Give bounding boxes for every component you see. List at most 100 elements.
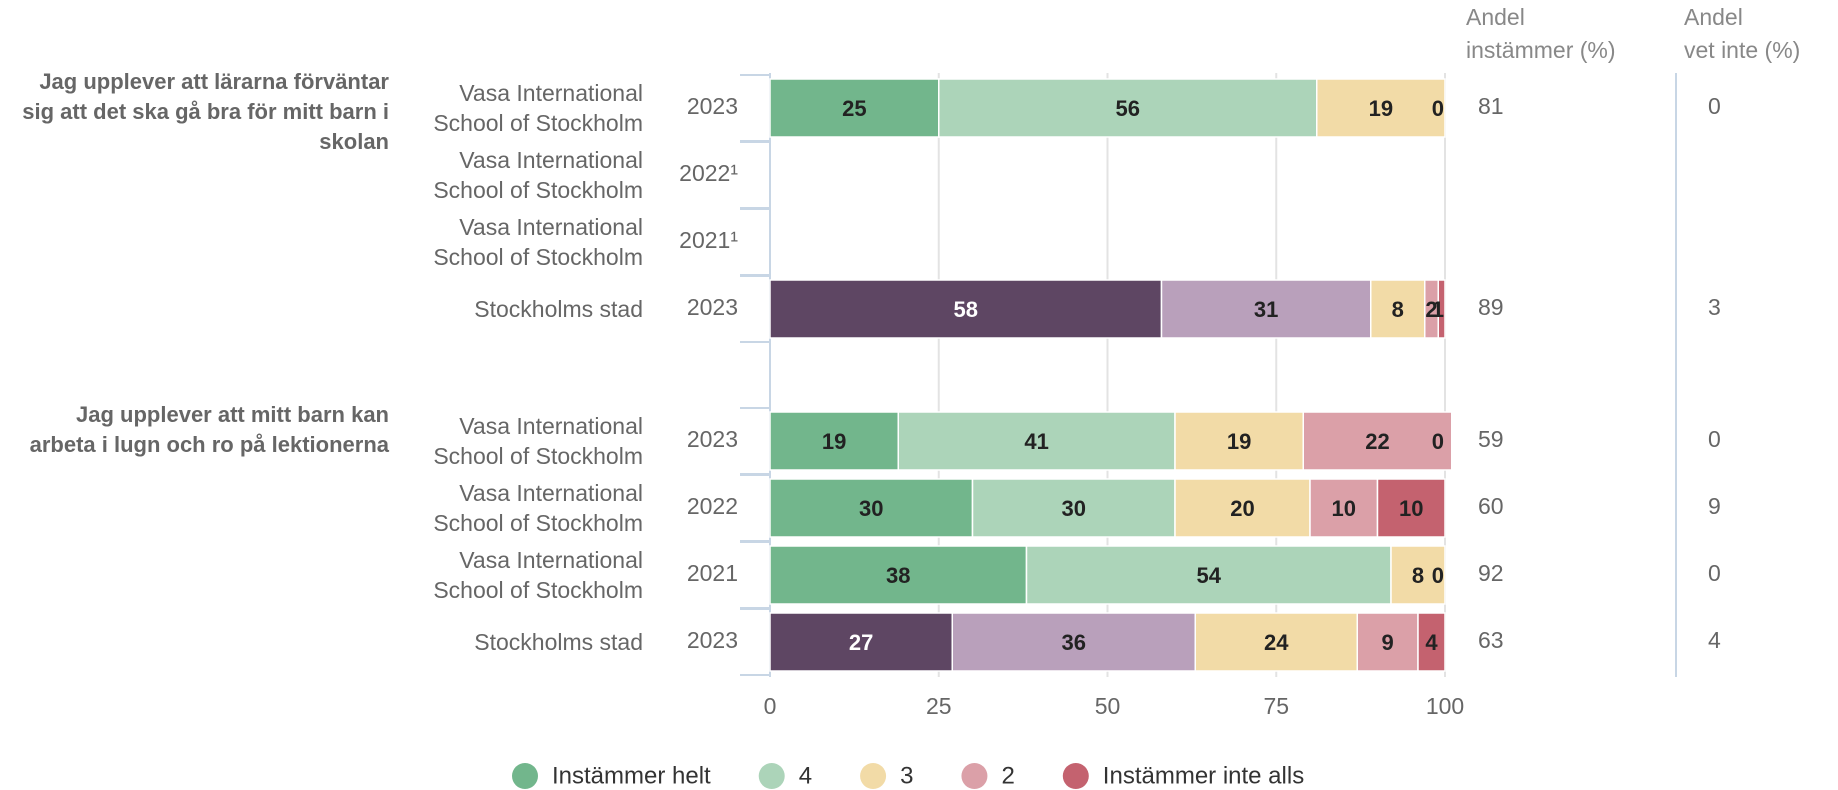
bar-segment — [1194, 612, 1358, 672]
andel-instammer: 92 — [1478, 560, 1504, 586]
bar-segment — [897, 411, 1176, 471]
year-label: 2023 — [687, 93, 738, 119]
andel-vet-inte: 0 — [1708, 93, 1721, 119]
value-label: 19 — [1369, 96, 1393, 121]
andel-vet-inte: 0 — [1708, 560, 1721, 586]
bar-segment — [1316, 78, 1446, 138]
value-label: 19 — [1227, 429, 1251, 454]
value-label: 30 — [1062, 496, 1086, 521]
value-label: 31 — [1254, 297, 1278, 322]
value-label: 10 — [1399, 496, 1423, 521]
value-label: 54 — [1197, 563, 1222, 588]
value-label: 58 — [954, 297, 978, 322]
legend-swatch — [860, 763, 887, 789]
category-label: Vasa International School of Stockholm — [433, 80, 643, 136]
year-label: 2023 — [687, 294, 738, 320]
year-label: 2022 — [687, 493, 738, 519]
legend-swatch — [1062, 763, 1089, 789]
value-label: 19 — [822, 429, 846, 454]
bar-segment — [1174, 478, 1311, 538]
andel-instammer: 60 — [1478, 493, 1504, 519]
bar-segment — [938, 78, 1318, 138]
bar-segment — [1025, 545, 1392, 605]
legend-label: Instämmer helt — [552, 762, 711, 789]
value-label: 30 — [859, 496, 883, 521]
year-label: 2021 — [687, 560, 738, 586]
year-label: 2023 — [687, 426, 738, 452]
x-tick-label: 25 — [926, 693, 952, 719]
bar-segment — [1356, 612, 1419, 672]
andel-instammer: 89 — [1478, 294, 1504, 320]
group-title: Jag upplever att mitt barn kan arbeta i … — [29, 402, 389, 457]
value-label: 41 — [1024, 429, 1048, 454]
bar-segment — [1309, 478, 1379, 538]
bar-segment — [1376, 478, 1446, 538]
bar-segment — [951, 612, 1196, 672]
column-header: Andel — [1684, 4, 1743, 30]
column-header: instämmer (%) — [1466, 37, 1616, 63]
bar-segment — [1390, 545, 1446, 605]
bar-segment — [769, 478, 974, 538]
category-label: Vasa International School of Stockholm — [433, 214, 643, 270]
andel-instammer: 63 — [1478, 627, 1504, 653]
value-label: 27 — [849, 630, 873, 655]
bar-segment — [1437, 279, 1446, 339]
x-tick-label: 75 — [1263, 693, 1289, 719]
year-label: 2022¹ — [679, 160, 738, 186]
andel-instammer: 81 — [1478, 93, 1504, 119]
value-label: 10 — [1332, 496, 1356, 521]
x-tick-label: 50 — [1095, 693, 1121, 719]
legend-swatch — [961, 763, 988, 789]
andel-instammer: 59 — [1478, 426, 1504, 452]
bar-segment — [769, 78, 940, 138]
bar-segment — [1417, 612, 1446, 672]
category-label: Stockholms stad — [474, 296, 643, 322]
value-label: 4 — [1425, 630, 1438, 655]
value-label: 0 — [1432, 429, 1444, 454]
value-label: 2 — [1425, 297, 1437, 322]
legend-swatch — [758, 763, 785, 789]
value-label: 25 — [842, 96, 866, 121]
column-header: vet inte (%) — [1684, 37, 1800, 63]
category-label: Vasa International School of Stockholm — [433, 413, 643, 469]
value-label: 56 — [1116, 96, 1140, 121]
andel-vet-inte: 4 — [1708, 627, 1721, 653]
bar-segment — [971, 478, 1176, 538]
value-label: 22 — [1365, 429, 1389, 454]
andel-vet-inte: 0 — [1708, 426, 1721, 452]
category-label: Vasa International School of Stockholm — [433, 147, 643, 203]
legend-swatch — [512, 763, 538, 789]
bar-segment — [769, 411, 899, 471]
legend-label: 2 — [1001, 762, 1014, 789]
bar-segment — [769, 612, 953, 672]
bar-segment — [1302, 411, 1453, 471]
column-header: Andel — [1466, 4, 1525, 30]
bar-segment — [1370, 279, 1426, 339]
value-label: 36 — [1062, 630, 1086, 655]
bar-segment — [769, 545, 1028, 605]
andel-vet-inte: 9 — [1708, 493, 1721, 519]
x-tick-label: 100 — [1426, 693, 1464, 719]
legend-label: 3 — [900, 762, 913, 789]
value-label: 8 — [1392, 297, 1404, 322]
value-label: 0 — [1432, 96, 1444, 121]
value-label: 8 — [1412, 563, 1424, 588]
category-label: Vasa International School of Stockholm — [433, 547, 643, 603]
value-label: 1 — [1432, 297, 1444, 322]
category-label: Vasa International School of Stockholm — [433, 480, 643, 536]
value-label: 38 — [886, 563, 910, 588]
legend-label: 4 — [799, 762, 812, 789]
value-label: 0 — [1432, 563, 1444, 588]
value-label: 20 — [1230, 496, 1254, 521]
category-label: Stockholms stad — [474, 629, 643, 655]
year-label: 2023 — [687, 627, 738, 653]
group-title: Jag upplever att lärarna förväntar sig a… — [22, 69, 389, 154]
value-label: 24 — [1264, 630, 1289, 655]
value-label: 9 — [1382, 630, 1394, 655]
andel-vet-inte: 3 — [1708, 294, 1721, 320]
year-label: 2021¹ — [679, 227, 738, 253]
bar-segment — [769, 279, 1163, 339]
legend-label: Instämmer inte alls — [1103, 762, 1304, 789]
